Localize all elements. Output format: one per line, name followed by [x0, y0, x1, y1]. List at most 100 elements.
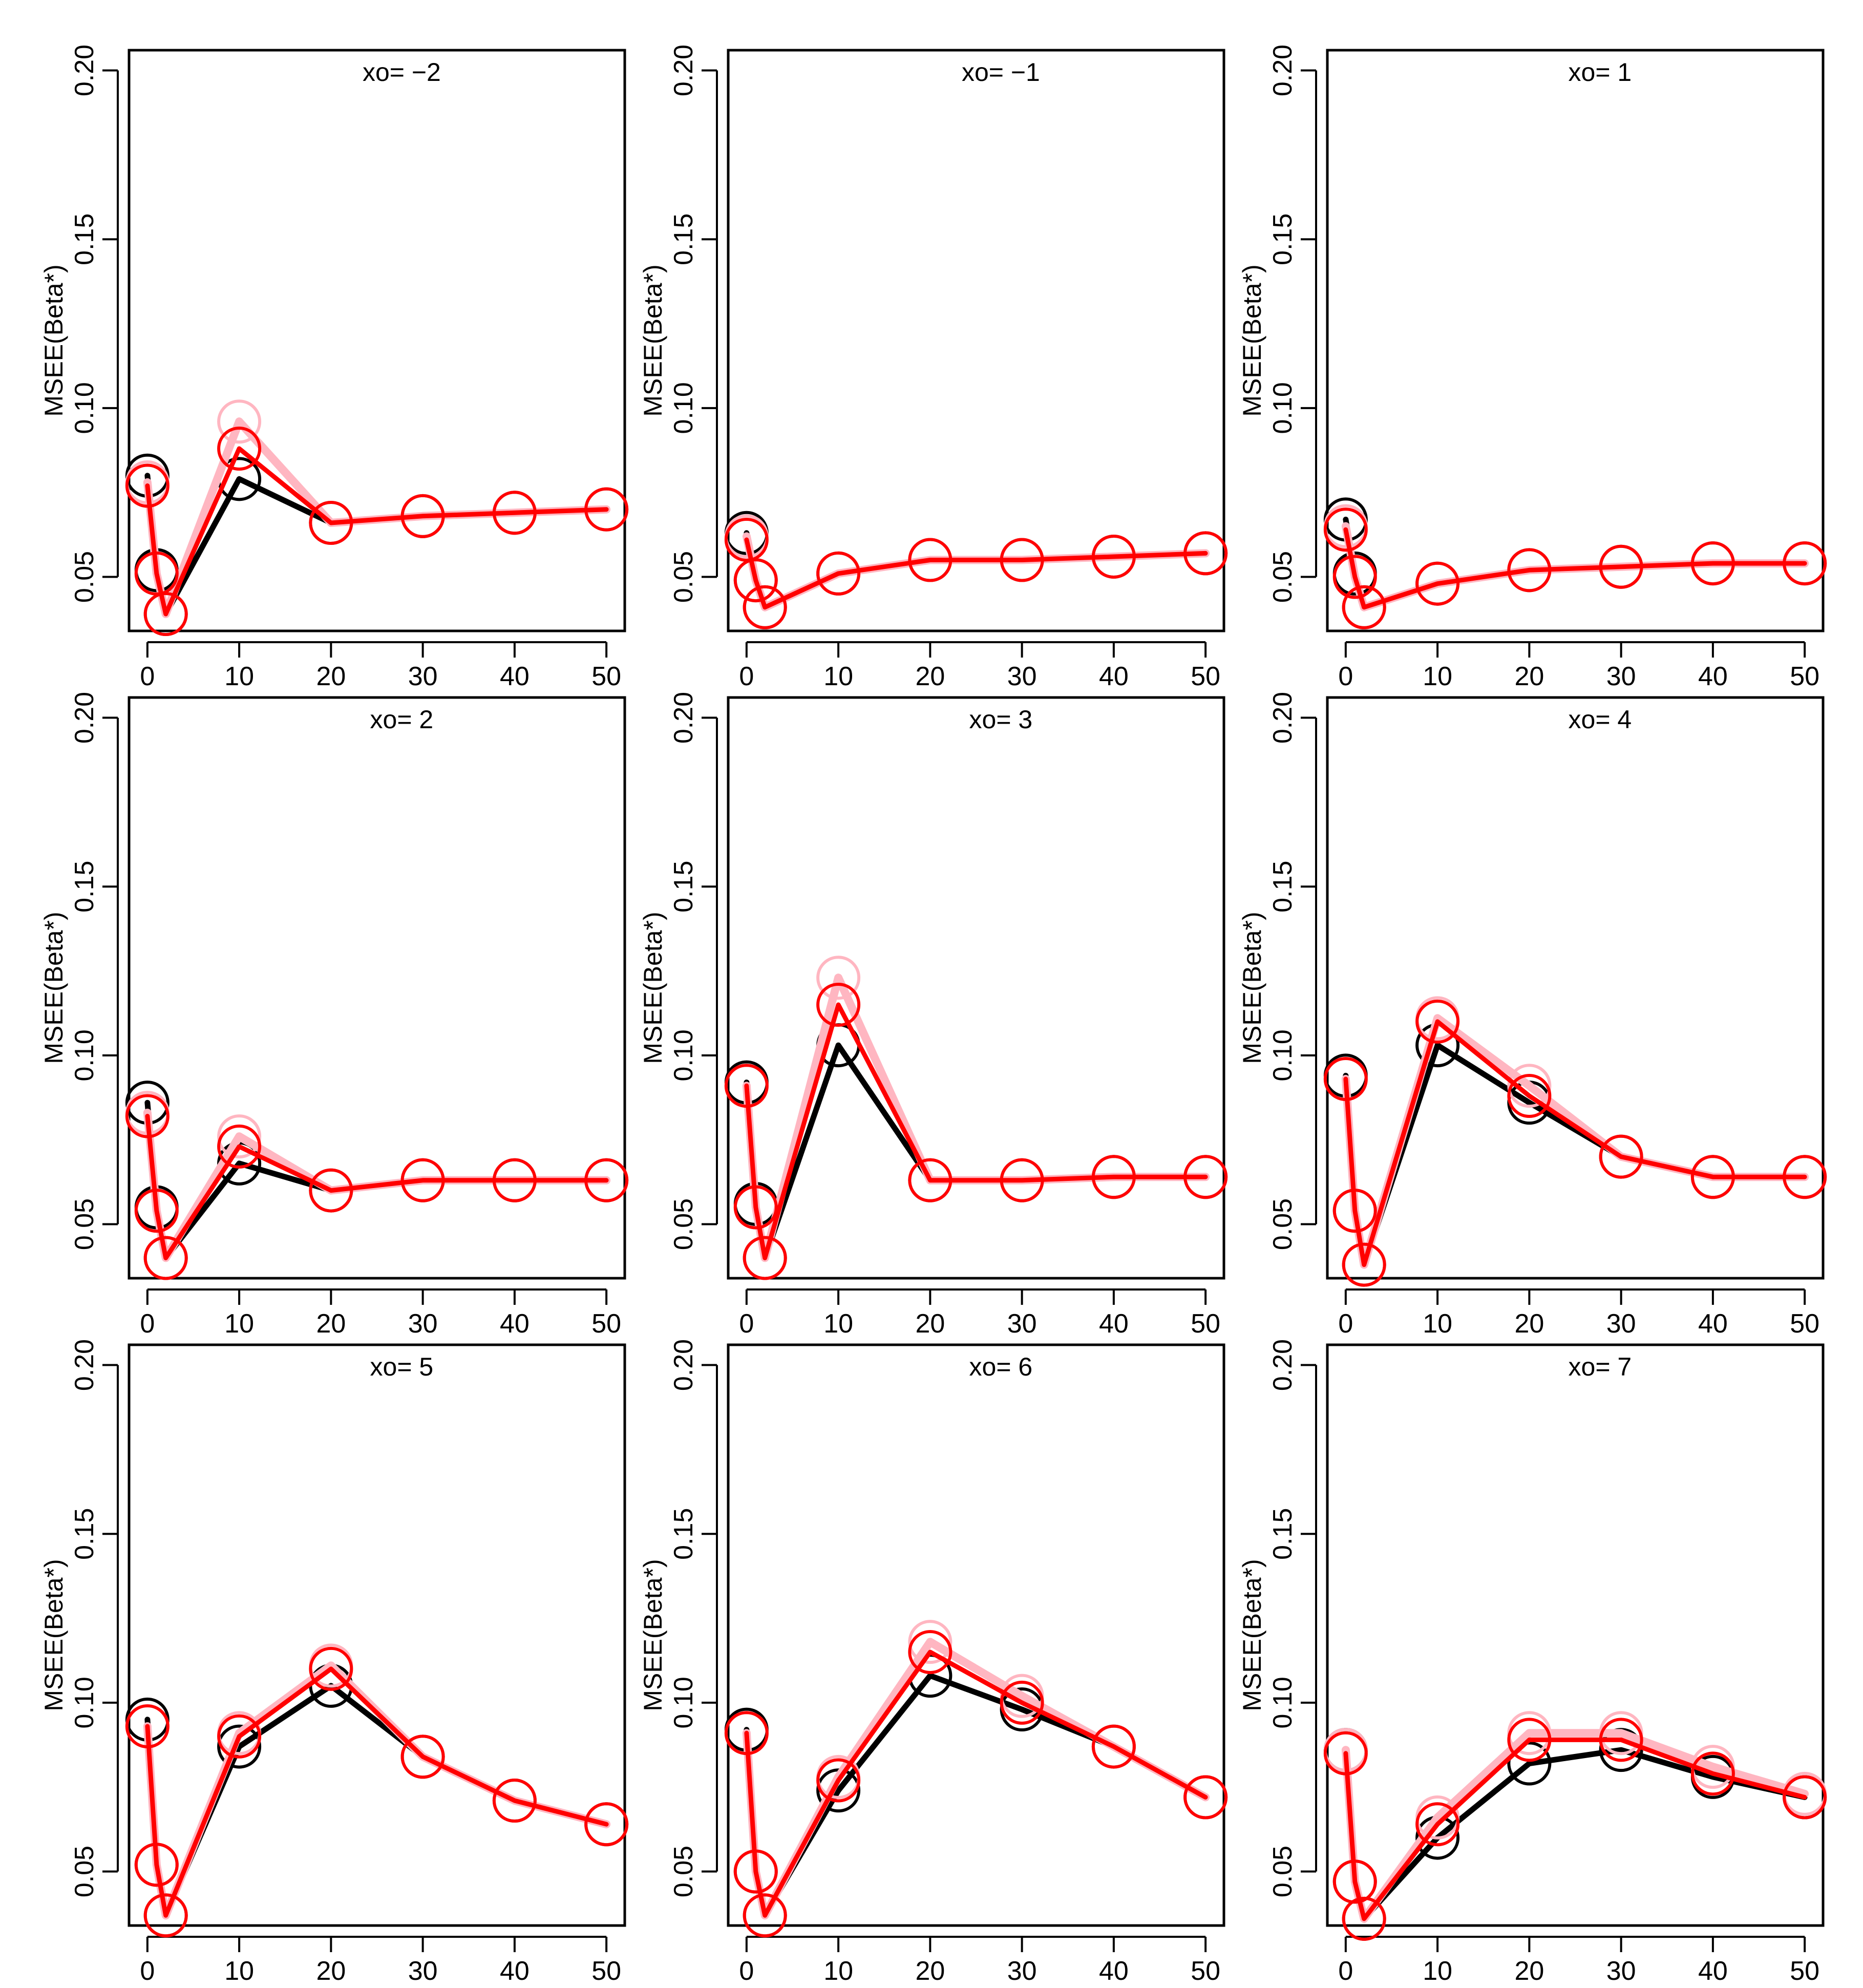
y-tick-label: 0.20	[70, 692, 99, 744]
x-tick-label: 30	[1007, 1956, 1037, 1986]
series-pink	[724, 514, 1228, 629]
x-axis: 0 10 20 30 40 50	[1338, 641, 1819, 691]
x-tick-label: 10	[224, 1956, 254, 1986]
series-red	[125, 426, 629, 637]
series-line-black	[1343, 1042, 1808, 1268]
chart-panel-8: 0 10 20 30 40 50 0.05 0.10 0.15 0.20 MSEE(Beta*) xo…	[639, 1339, 1228, 1986]
x-tick-label: 50	[1790, 1309, 1819, 1339]
x-tick-label: 10	[823, 662, 853, 691]
series-black	[724, 511, 1228, 629]
panel-label: xo= 6	[969, 1352, 1033, 1381]
y-tick-label: 0.05	[70, 551, 99, 603]
y-tick-label: 0.20	[669, 1339, 698, 1391]
x-tick-label: 10	[823, 1956, 853, 1986]
panel-label: xo= 4	[1569, 705, 1632, 734]
y-tick-label: 0.05	[1268, 551, 1298, 603]
y-axis: 0.05 0.10 0.15 0.20	[1268, 45, 1317, 603]
data-point-pink	[1507, 1064, 1552, 1108]
data-point-black	[217, 1724, 262, 1769]
y-tick-label: 0.05	[669, 551, 698, 603]
y-tick-label: 0.15	[70, 861, 99, 913]
plot-frame	[727, 49, 1225, 632]
x-tick-label: 50	[591, 1309, 621, 1339]
data-point-red	[1091, 534, 1136, 579]
plot-frame	[727, 696, 1225, 1280]
series-black	[1323, 1728, 1827, 1941]
data-point-red	[733, 558, 778, 603]
x-tick-label: 40	[1698, 1956, 1728, 1986]
data-point-red	[1783, 1155, 1827, 1199]
y-tick-label: 0.15	[1268, 214, 1298, 265]
data-point-red	[1000, 1158, 1044, 1202]
series-line-red	[1343, 527, 1807, 610]
chart-panel-7: 0 10 20 30 40 50 0.05 0.10 0.15 0.20 MSEE(Beta*) xo…	[39, 1339, 629, 1986]
y-axis-label: MSEE(Beta*)	[1238, 1559, 1266, 1711]
series-pink	[724, 956, 1228, 1280]
data-point-pink	[217, 1114, 262, 1159]
x-tick-label: 20	[316, 1309, 346, 1339]
y-tick-label: 0.15	[669, 214, 698, 265]
data-point-red	[309, 1646, 353, 1691]
data-point-red	[134, 1189, 179, 1233]
data-point-red	[1690, 1155, 1735, 1199]
data-point-red	[908, 1158, 952, 1202]
data-point-red	[1690, 541, 1735, 586]
x-tick-label: 10	[1423, 1309, 1452, 1339]
x-tick-label: 20	[915, 1956, 945, 1986]
data-point-red	[143, 1236, 188, 1280]
series-line-pink	[1341, 1729, 1809, 1923]
data-point-red	[1342, 1242, 1386, 1287]
y-axis: 0.05 0.10 0.15 0.20	[669, 1339, 718, 1897]
data-point-red	[217, 1714, 262, 1759]
y-tick-label: 0.10	[70, 1029, 99, 1081]
data-point-red	[1342, 585, 1386, 629]
data-point-red	[1091, 1724, 1136, 1769]
y-tick-label: 0.20	[1268, 1339, 1298, 1391]
y-tick-label: 0.15	[70, 214, 99, 265]
data-point-red	[400, 494, 445, 538]
x-tick-label: 40	[500, 1956, 530, 1986]
y-tick-label: 0.20	[1268, 45, 1298, 96]
y-axis: 0.05 0.10 0.15 0.20	[70, 1339, 119, 1897]
y-tick-label: 0.20	[669, 692, 698, 744]
data-point-red	[724, 1064, 769, 1108]
y-tick-label: 0.20	[669, 45, 698, 96]
series-line-pink	[742, 532, 1210, 611]
series-pink	[724, 1620, 1228, 1938]
plot-frame	[1326, 696, 1825, 1280]
x-tick-label: 50	[591, 662, 621, 691]
data-point-red	[1183, 531, 1228, 576]
y-tick-label: 0.05	[669, 1198, 698, 1250]
y-axis-label: MSEE(Beta*)	[639, 1559, 667, 1711]
data-point-red	[733, 1849, 778, 1894]
data-point-red	[743, 1236, 787, 1280]
x-axis: 0 10 20 30 40 50	[739, 1936, 1220, 1986]
data-point-red	[1323, 507, 1368, 552]
data-point-red	[1599, 1134, 1643, 1179]
x-tick-label: 20	[316, 1956, 346, 1986]
x-tick-label: 30	[1606, 1309, 1636, 1339]
x-tick-label: 50	[1790, 1956, 1819, 1986]
y-tick-label: 0.05	[1268, 1846, 1298, 1897]
series-line-red	[744, 1649, 1208, 1918]
y-tick-label: 0.05	[70, 1198, 99, 1250]
data-point-red	[143, 1893, 188, 1938]
x-tick-label: 0	[140, 662, 155, 691]
series-pink	[1323, 1711, 1827, 1941]
y-axis-label: MSEE(Beta*)	[39, 912, 68, 1064]
data-point-red	[1690, 1751, 1735, 1796]
y-axis-label: MSEE(Beta*)	[639, 264, 667, 416]
series-red	[724, 1630, 1228, 1938]
x-tick-label: 50	[591, 1956, 621, 1986]
series-line-red	[145, 1114, 609, 1260]
x-tick-label: 0	[140, 1309, 155, 1339]
data-point-pink	[217, 399, 262, 444]
x-tick-label: 0	[1338, 1956, 1353, 1986]
data-point-red	[1783, 1775, 1827, 1820]
y-tick-label: 0.05	[70, 1846, 99, 1897]
data-point-red	[492, 491, 537, 535]
data-point-red	[584, 487, 629, 532]
series-line-red	[744, 537, 1208, 610]
data-point-red	[1599, 544, 1643, 589]
